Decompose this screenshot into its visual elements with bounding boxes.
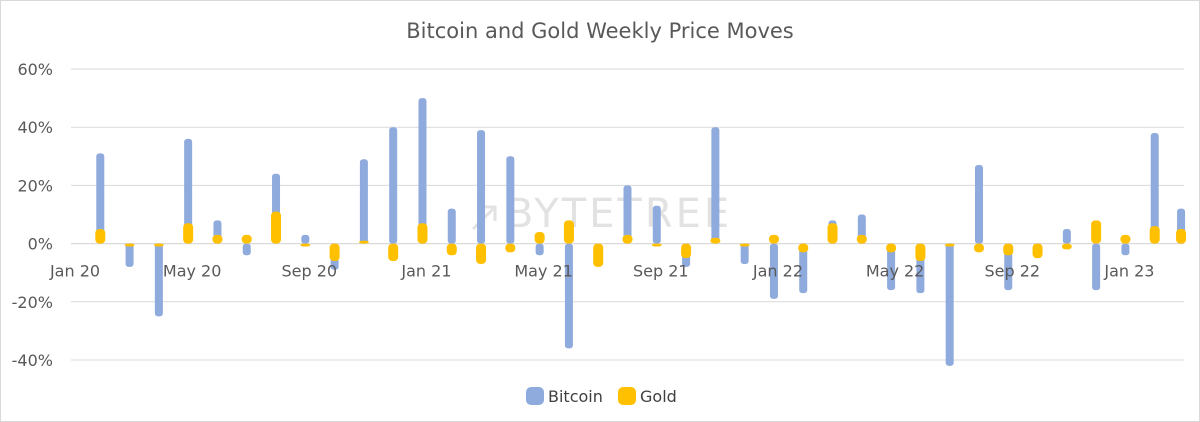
y-tick-label: 60% xyxy=(17,60,53,79)
gold-bar xyxy=(417,223,428,244)
chart-title: Bitcoin and Gold Weekly Price Moves xyxy=(406,19,793,43)
bitcoin-bar xyxy=(1062,229,1071,244)
gold-bar xyxy=(710,237,721,244)
x-tick-label: Sep 20 xyxy=(282,262,338,281)
gold-bar xyxy=(973,243,984,253)
gold-bar xyxy=(768,234,779,244)
bitcoin-bar xyxy=(96,153,105,244)
gold-bar xyxy=(95,229,106,244)
bitcoin-bar xyxy=(301,234,310,244)
x-tick-label: Jan 22 xyxy=(752,262,803,281)
bitcoin-bar xyxy=(184,138,193,244)
x-tick-label: Sep 21 xyxy=(633,262,689,281)
bitcoin-bar xyxy=(564,243,573,349)
gold-bar xyxy=(563,220,574,244)
gold-bar xyxy=(856,234,867,244)
gold-bar xyxy=(534,231,545,244)
bitcoin-bar xyxy=(447,208,456,244)
gold-bar xyxy=(358,240,369,244)
x-tick-label: Jan 20 xyxy=(49,262,100,281)
bitcoin-bar xyxy=(1121,243,1130,256)
legend-item-gold: Gold xyxy=(618,387,677,406)
y-tick-label: -40% xyxy=(12,351,53,370)
gold-bar xyxy=(241,234,252,244)
gold-bar xyxy=(124,243,135,247)
watermark-text: BYTETREE xyxy=(506,191,732,237)
y-tick-label: -20% xyxy=(12,293,53,312)
gold-bar xyxy=(622,234,633,244)
gold-bar xyxy=(300,243,311,247)
gold-bar xyxy=(1003,243,1014,256)
y-tick-label: 0% xyxy=(28,235,53,254)
gold-bar xyxy=(271,211,282,244)
bitcoin-bar xyxy=(535,243,544,256)
gold-bar xyxy=(886,243,897,253)
gold-bar xyxy=(739,243,750,247)
bitcoin-bar xyxy=(1150,133,1159,244)
legend-item-bitcoin: Bitcoin xyxy=(526,387,603,406)
y-tick-label: 40% xyxy=(17,118,53,137)
bitcoin-bar xyxy=(652,205,661,244)
bars xyxy=(95,98,1187,366)
x-tick-label: Jan 23 xyxy=(1103,262,1154,281)
gold-bar xyxy=(212,234,223,244)
gold-bar xyxy=(446,243,457,256)
bitcoin-bar xyxy=(711,127,720,244)
x-tick-label: May 21 xyxy=(514,262,573,281)
gold-bar xyxy=(183,223,194,244)
legend: Bitcoin Gold xyxy=(526,387,677,406)
bitcoin-bar xyxy=(799,243,808,294)
y-axis-labels: 60% 40% 20% 0% -20% -40% xyxy=(12,60,53,370)
gold-bar xyxy=(476,243,487,264)
gold-bar xyxy=(827,223,838,244)
legend-label-bitcoin: Bitcoin xyxy=(548,387,603,406)
legend-swatch-gold xyxy=(618,387,636,405)
gold-bar xyxy=(153,243,164,247)
bitcoin-bar xyxy=(887,243,896,291)
gold-bar xyxy=(1120,234,1131,244)
gold-bar xyxy=(1061,243,1072,250)
gold-bar xyxy=(651,243,662,247)
gold-bar xyxy=(798,243,809,253)
gold-bar xyxy=(505,243,516,253)
x-tick-label: Jan 21 xyxy=(400,262,451,281)
bitcoin-bar xyxy=(418,98,427,244)
gold-bar xyxy=(1176,229,1187,244)
gold-bar xyxy=(915,243,926,262)
bitcoin-bar xyxy=(623,185,632,244)
x-tick-label: May 20 xyxy=(163,262,222,281)
bitcoin-bar xyxy=(389,127,398,244)
gridlines xyxy=(71,68,1184,361)
gold-bar xyxy=(944,243,955,247)
bitcoin-bar xyxy=(477,130,486,244)
gold-bar xyxy=(593,243,604,267)
bitcoin-bar xyxy=(125,243,134,267)
bitcoin-bar xyxy=(769,243,778,299)
bitcoin-bar xyxy=(1004,243,1013,291)
gold-bar xyxy=(1032,243,1043,259)
y-tick-label: 20% xyxy=(17,176,53,195)
bitcoin-bar xyxy=(974,165,983,244)
bitcoin-bar xyxy=(740,243,749,264)
gold-bar xyxy=(681,243,692,259)
bitcoin-bar xyxy=(359,159,368,244)
legend-swatch-bitcoin xyxy=(526,387,544,405)
gold-bar xyxy=(1091,220,1102,244)
bitcoin-bar xyxy=(945,243,954,366)
legend-label-gold: Gold xyxy=(640,387,677,406)
gold-bar xyxy=(1149,226,1160,244)
watermark-logo: BYTETREE xyxy=(471,191,732,237)
bitcoin-bar xyxy=(242,243,251,256)
x-tick-label: Sep 22 xyxy=(984,262,1040,281)
bitcoin-bar xyxy=(1092,243,1101,291)
gold-bar xyxy=(329,243,340,262)
bitcoin-bar xyxy=(154,243,163,317)
gold-bar xyxy=(388,243,399,262)
x-tick-label: May 22 xyxy=(866,262,925,281)
bitcoin-bar xyxy=(506,156,515,244)
x-axis-labels: Jan 20 May 20 Sep 20 Jan 21 May 21 Sep 21 Jan … xyxy=(49,262,1155,281)
